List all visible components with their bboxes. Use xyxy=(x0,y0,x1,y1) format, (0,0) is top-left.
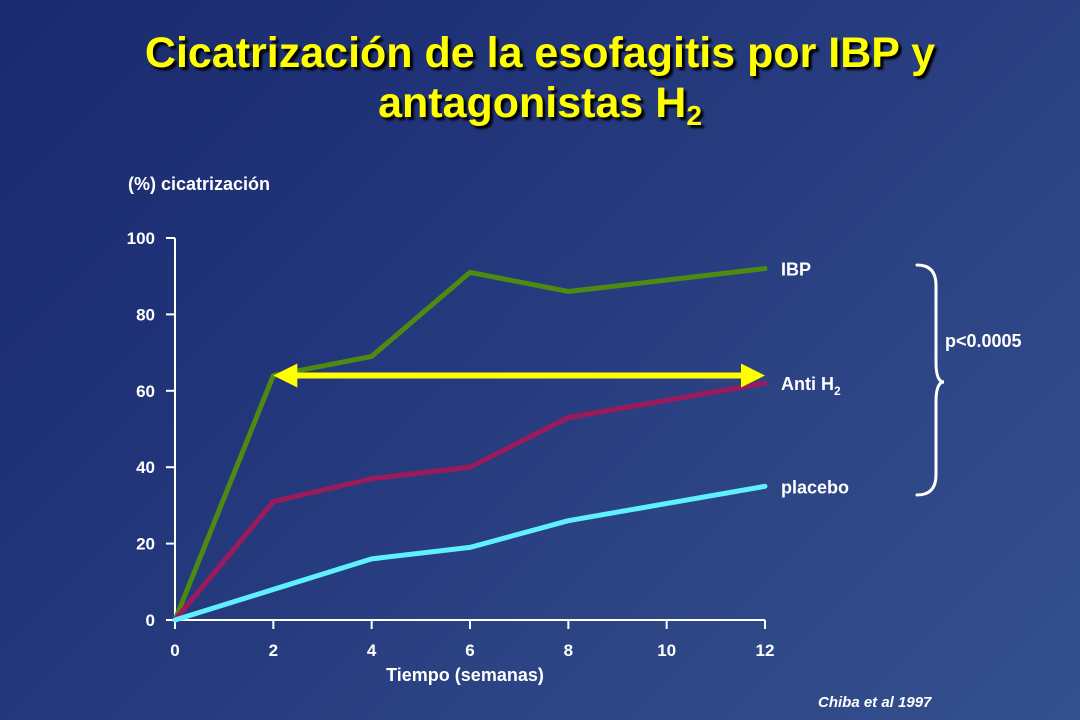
significance-label: p<0.0005 xyxy=(945,331,1022,351)
x-tick-label: 12 xyxy=(756,641,775,660)
x-tick-label: 8 xyxy=(564,641,573,660)
title-line-1: Cicatrización de la esofagitis por IBP y xyxy=(144,29,936,77)
series-label-2: Anti H2 xyxy=(781,374,841,398)
x-tick-label: 2 xyxy=(269,641,278,660)
title-line-2: antagonistas H2 xyxy=(0,78,1080,141)
series-line-3 xyxy=(172,483,768,623)
series-line-2 xyxy=(172,380,768,623)
series-label-subscript: 2 xyxy=(834,384,841,398)
arrow-head-right xyxy=(741,363,765,388)
x-tick-label: 10 xyxy=(657,641,676,660)
series-line-1 xyxy=(172,266,768,623)
title-line-2-text: antagonistas H xyxy=(378,79,687,127)
y-tick-label: 80 xyxy=(136,305,155,324)
y-axis-title: (%) cicatrización xyxy=(128,174,270,194)
significance-brace xyxy=(915,263,945,497)
series-label-3: placebo xyxy=(781,477,849,497)
slide-title: Cicatrización de la esofagitis por IBP y… xyxy=(0,28,1080,141)
arrow-head-left xyxy=(273,363,298,388)
y-tick-label: 0 xyxy=(146,611,155,630)
title-subscript: 2 xyxy=(686,100,702,131)
x-axis-title: Tiempo (semanas) xyxy=(386,665,544,685)
y-tick-label: 60 xyxy=(136,382,155,401)
x-tick-label: 4 xyxy=(367,641,377,660)
y-tick-label: 100 xyxy=(127,229,155,248)
x-tick-label: 0 xyxy=(170,641,179,660)
source-citation: Chiba et al 1997 xyxy=(818,694,932,711)
y-tick-label: 40 xyxy=(136,458,155,477)
y-tick-label: 20 xyxy=(136,535,155,554)
series-label-1: IBP xyxy=(781,260,811,280)
x-tick-label: 6 xyxy=(465,641,474,660)
